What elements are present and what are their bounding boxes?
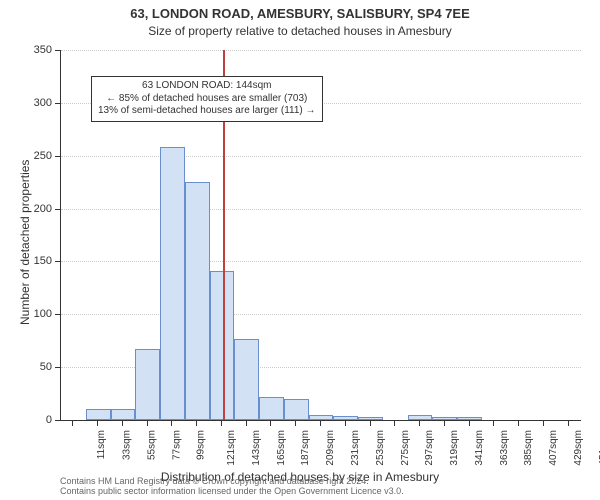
histogram-bar <box>408 415 433 420</box>
x-tick-label: 143sqm <box>251 430 262 466</box>
plot-area: 63 LONDON ROAD: 144sqm← 85% of detached … <box>60 50 581 421</box>
gridline-h <box>61 209 581 210</box>
chart-title-sub: Size of property relative to detached ho… <box>0 24 600 38</box>
x-tick-mark <box>72 421 73 426</box>
histogram-bar <box>160 147 185 420</box>
histogram-bar <box>358 417 383 420</box>
histogram-bar <box>457 417 482 420</box>
annotation-box: 63 LONDON ROAD: 144sqm← 85% of detached … <box>91 76 323 122</box>
annotation-line: ← 85% of detached houses are smaller (70… <box>98 93 316 106</box>
annotation-line: 63 LONDON ROAD: 144sqm <box>98 80 316 93</box>
x-tick-mark <box>493 421 494 426</box>
x-tick-label: 231sqm <box>350 430 361 466</box>
y-tick-label: 350 <box>12 44 52 56</box>
y-tick-mark <box>55 50 60 51</box>
histogram-bar <box>259 397 284 420</box>
histogram-bar <box>86 409 111 420</box>
x-tick-mark <box>469 421 470 426</box>
footer-line: Contains HM Land Registry data © Crown c… <box>60 476 404 486</box>
x-tick-mark <box>171 421 172 426</box>
x-tick-label: 275sqm <box>400 430 411 466</box>
y-tick-label: 50 <box>12 361 52 373</box>
y-axis-label: Number of detached properties <box>18 160 32 325</box>
chart-root: 63, LONDON ROAD, AMESBURY, SALISBURY, SP… <box>0 0 600 500</box>
y-tick-label: 0 <box>12 414 52 426</box>
x-tick-label: 121sqm <box>226 430 237 466</box>
x-tick-label: 363sqm <box>499 430 510 466</box>
x-tick-label: 429sqm <box>573 430 584 466</box>
x-tick-mark <box>345 421 346 426</box>
y-tick-mark <box>55 367 60 368</box>
x-tick-mark <box>518 421 519 426</box>
x-tick-mark <box>270 421 271 426</box>
y-tick-mark <box>55 103 60 104</box>
chart-title-main: 63, LONDON ROAD, AMESBURY, SALISBURY, SP… <box>0 6 600 21</box>
x-tick-label: 187sqm <box>301 430 312 466</box>
histogram-bar <box>432 417 457 420</box>
x-tick-mark <box>320 421 321 426</box>
histogram-bar <box>210 271 235 420</box>
x-tick-label: 209sqm <box>325 430 336 466</box>
x-tick-mark <box>568 421 569 426</box>
gridline-h <box>61 156 581 157</box>
footer-line: Contains public sector information licen… <box>60 486 404 496</box>
y-tick-mark <box>55 261 60 262</box>
x-tick-label: 77sqm <box>171 430 182 460</box>
x-tick-mark <box>246 421 247 426</box>
histogram-bar <box>284 399 309 420</box>
x-tick-label: 33sqm <box>122 430 133 460</box>
y-tick-label: 100 <box>12 308 52 320</box>
histogram-bar <box>111 409 136 420</box>
y-tick-mark <box>55 420 60 421</box>
x-tick-label: 407sqm <box>548 430 559 466</box>
x-tick-mark <box>122 421 123 426</box>
x-tick-mark <box>444 421 445 426</box>
x-tick-label: 341sqm <box>474 430 485 466</box>
footer-attribution: Contains HM Land Registry data © Crown c… <box>60 476 404 496</box>
x-tick-label: 385sqm <box>523 430 534 466</box>
y-tick-label: 250 <box>12 150 52 162</box>
x-tick-mark <box>394 421 395 426</box>
y-tick-label: 200 <box>12 203 52 215</box>
x-tick-mark <box>543 421 544 426</box>
x-tick-label: 11sqm <box>96 430 107 459</box>
histogram-bar <box>135 349 160 420</box>
gridline-h <box>61 261 581 262</box>
x-tick-label: 55sqm <box>146 430 157 460</box>
histogram-bar <box>234 339 259 420</box>
histogram-bar <box>333 416 358 420</box>
x-tick-mark <box>147 421 148 426</box>
x-tick-mark <box>295 421 296 426</box>
x-tick-label: 297sqm <box>424 430 435 466</box>
y-tick-label: 150 <box>12 255 52 267</box>
y-tick-mark <box>55 209 60 210</box>
y-tick-mark <box>55 156 60 157</box>
x-tick-mark <box>419 421 420 426</box>
histogram-bar <box>309 415 334 420</box>
y-tick-mark <box>55 314 60 315</box>
x-tick-mark <box>370 421 371 426</box>
x-tick-mark <box>97 421 98 426</box>
x-tick-label: 253sqm <box>375 430 386 466</box>
x-tick-label: 319sqm <box>449 430 460 466</box>
y-tick-label: 300 <box>12 97 52 109</box>
annotation-line: 13% of semi-detached houses are larger (… <box>98 105 316 118</box>
histogram-bar <box>185 182 210 420</box>
x-tick-label: 165sqm <box>276 430 287 466</box>
x-tick-mark <box>221 421 222 426</box>
x-tick-mark <box>196 421 197 426</box>
gridline-h <box>61 314 581 315</box>
x-tick-label: 99sqm <box>196 430 207 460</box>
gridline-h <box>61 50 581 51</box>
